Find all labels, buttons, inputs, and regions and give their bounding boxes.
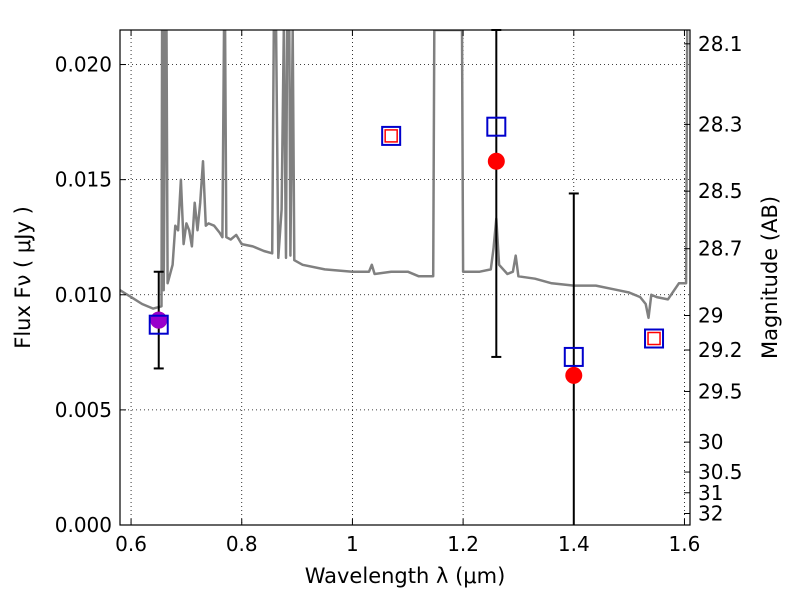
model-band-box	[563, 346, 584, 367]
ticks-layer: 0.6 0.8 1 1.2 1.4 1.6 0.000 0.005 0.010 0.015 0.02…	[55, 30, 743, 556]
magnitude-tick-label: 28.1	[698, 32, 743, 56]
y-tick-label: 0.020	[55, 53, 112, 77]
y-tick-label: 0.005	[55, 398, 112, 422]
magnitude-tick-label: 30	[698, 430, 723, 454]
observed-point	[487, 152, 505, 170]
model-spectrum-line	[120, 30, 689, 320]
x-tick-label: 0.8	[226, 532, 258, 556]
points-layer	[148, 29, 665, 525]
x-tick-label: 1.6	[669, 532, 701, 556]
model-band-box	[486, 116, 507, 137]
magnitude-tick-label: 29.5	[698, 379, 743, 403]
magnitude-tick-label: 28.5	[698, 179, 743, 203]
magnitude-tick-label: 28.7	[698, 237, 743, 261]
highlight-point	[150, 311, 168, 329]
magnitude-tick-label: 31	[698, 481, 723, 505]
observed-point	[565, 366, 583, 384]
model-band-box	[644, 328, 665, 349]
magnitude-tick-label: 30.5	[698, 460, 743, 484]
y-tick-label: 0.010	[55, 283, 112, 307]
magnitude-tick-label: 28.3	[698, 112, 743, 136]
spectrum-layer	[120, 30, 689, 320]
plot-frame	[119, 29, 691, 526]
magnitude-tick-label: 32	[698, 501, 723, 525]
magnitude-tick-label: 29	[698, 303, 723, 327]
x-tick-label: 0.6	[115, 532, 147, 556]
grid	[120, 30, 690, 526]
x-tick-label: 1	[346, 532, 359, 556]
model-band-box	[381, 125, 402, 146]
y-axis-label: Flux Fν ( μJy )	[11, 206, 35, 349]
model-band-box	[148, 314, 169, 335]
model-point-marker	[384, 129, 398, 143]
right-y-axis-label: Magnitude (AB)	[758, 196, 782, 359]
y-tick-label: 0.000	[55, 513, 112, 537]
x-axis-label: Wavelength λ (μm)	[305, 564, 506, 588]
x-tick-label: 1.4	[558, 532, 590, 556]
magnitude-tick-label: 29.2	[698, 338, 743, 362]
model-point-marker	[647, 331, 661, 346]
y-tick-label: 0.015	[55, 168, 112, 192]
x-tick-label: 1.2	[447, 532, 479, 556]
